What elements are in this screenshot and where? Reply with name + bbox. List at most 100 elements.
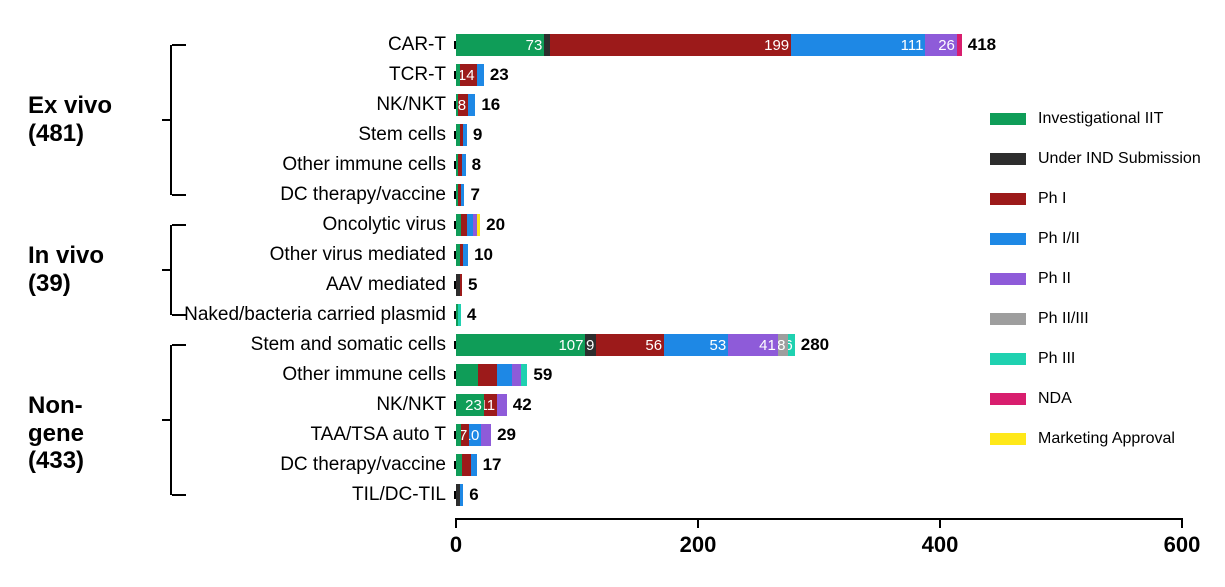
row-label: Stem cells [358,124,456,146]
row-label: CAR-T [388,34,456,56]
row-label: DC therapy/vaccine [280,454,456,476]
bar-segment: 111 [791,34,925,56]
row-total: 7 [470,185,479,205]
bar-segment [471,454,477,476]
row-total: 29 [497,425,516,445]
bar-segment: 8 [778,334,788,356]
row-label: NK/NKT [376,394,456,416]
legend-label: Ph I [1038,190,1066,208]
bar [456,124,467,146]
row-total: 59 [533,365,552,385]
legend-item: Marketing Approval [990,430,1201,448]
bar-row: CAR-T7319911126418 [456,34,996,56]
bar-segment [463,124,467,146]
legend-item: Ph I/II [990,230,1201,248]
bar-segment [460,484,464,506]
bar-segment [462,454,470,476]
bar-segment [462,154,466,176]
bar-row: DC therapy/vaccine17 [456,454,501,476]
legend-swatch [990,393,1026,405]
row-tick [454,431,456,439]
legend-label: Ph II/III [1038,310,1089,328]
x-tick [939,518,941,528]
row-tick [454,41,456,49]
x-tick-label: 0 [450,532,462,558]
row-label: TIL/DC-TIL [352,484,456,506]
bar [456,484,463,506]
x-tick-label: 400 [922,532,959,558]
bar: 710 [456,424,491,446]
row-label: Naked/bacteria carried plasmid [184,304,456,326]
group-bracket [170,225,172,315]
legend-item: Under IND Submission [990,150,1201,168]
row-tick [454,341,456,349]
bar-segment: 6 [788,334,795,356]
bar: 14 [456,64,484,86]
bar-row: AAV mediated5 [456,274,478,296]
bar-segment [463,244,468,266]
bar-segment: 9 [585,334,596,356]
legend-label: Ph I/II [1038,230,1080,248]
bar-segment: 11 [484,394,497,416]
legend-label: Ph II [1038,270,1071,288]
group-label: In vivo(39) [28,242,104,297]
row-label: Other virus mediated [270,244,456,266]
legend-item: Investigational IIT [990,110,1201,128]
legend-item: Ph II/III [990,310,1201,328]
legend: Investigational IIT Under IND Submission P… [990,110,1201,470]
row-label: Stem and somatic cells [251,334,456,356]
row-label: Oncolytic virus [322,214,456,236]
bar-segment [461,184,465,206]
legend-item: NDA [990,390,1201,408]
bar [456,214,480,236]
x-axis [456,518,1182,520]
group-bracket [170,345,172,495]
row-label: AAV mediated [326,274,456,296]
group-bracket [170,45,172,195]
x-tick [455,518,457,528]
bar [456,364,527,386]
bar [456,274,462,296]
row-tick [454,131,456,139]
row-label: DC therapy/vaccine [280,184,456,206]
row-total: 10 [474,245,493,265]
bar-segment: 199 [550,34,791,56]
bar-segment [512,364,522,386]
legend-label: Marketing Approval [1038,430,1175,448]
legend-label: NDA [1038,390,1072,408]
bar: 7319911126 [456,34,962,56]
bar-segment: 53 [664,334,728,356]
row-tick [454,491,456,499]
x-tick [1181,518,1183,528]
row-tick [454,281,456,289]
x-tick [697,518,699,528]
bar-segment: 8 [458,94,468,116]
row-tick [454,311,456,319]
bar-segment [477,64,484,86]
row-label: Other immune cells [282,154,456,176]
row-total: 280 [801,335,829,355]
chart-root: 0200400600CAR-T7319911126418TCR-T1423NK/… [0,0,1225,587]
row-total: 20 [486,215,505,235]
bar-segment: 14 [460,64,477,86]
x-tick-label: 600 [1164,532,1201,558]
bar-row: TCR-T1423 [456,64,509,86]
group-label: Ex vivo(481) [28,92,112,147]
row-tick [454,161,456,169]
bar-segment [478,364,497,386]
bar-row: NK/NKT816 [456,94,500,116]
legend-item: Ph II [990,270,1201,288]
bar-segment [957,34,962,56]
bar-segment: 56 [596,334,664,356]
row-total: 16 [481,95,500,115]
bar-segment: 41 [728,334,778,356]
row-tick [454,221,456,229]
bar-segment [481,424,491,446]
bar-segment [456,364,478,386]
bar-segment: 26 [925,34,956,56]
bar-row: NK/NKT231142 [456,394,532,416]
bar-segment [477,214,481,236]
row-total: 418 [968,35,996,55]
bar-segment [460,274,462,296]
row-tick [454,251,456,259]
